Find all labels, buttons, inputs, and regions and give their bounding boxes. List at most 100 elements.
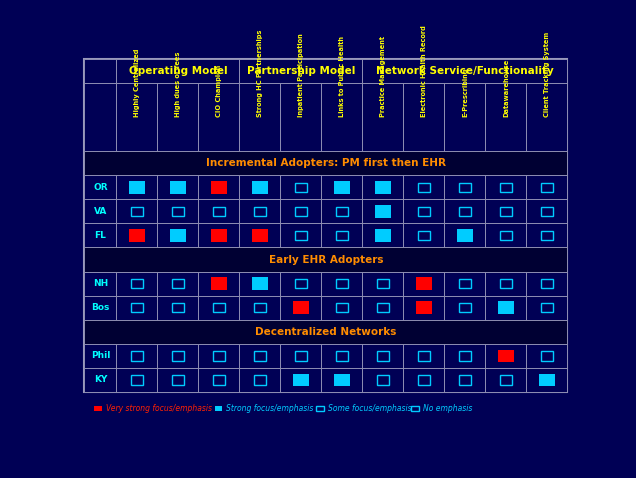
Text: Phil: Phil xyxy=(91,351,110,360)
Bar xyxy=(418,351,431,360)
Bar xyxy=(527,175,567,199)
Bar xyxy=(158,295,198,320)
Bar xyxy=(116,199,158,223)
Bar xyxy=(212,303,225,312)
Bar xyxy=(252,181,268,194)
Text: Links to Public Health: Links to Public Health xyxy=(339,36,345,117)
Bar xyxy=(240,368,280,392)
Bar xyxy=(252,229,268,242)
Bar xyxy=(198,272,240,295)
Text: Inpatient Participation: Inpatient Participation xyxy=(298,33,304,117)
Bar xyxy=(172,206,184,216)
Bar xyxy=(294,231,307,240)
Bar xyxy=(363,272,403,295)
Bar xyxy=(130,303,143,312)
Bar xyxy=(85,368,116,392)
Text: Incremental Adopters: PM first then EHR: Incremental Adopters: PM first then EHR xyxy=(206,158,446,168)
Bar xyxy=(116,175,158,199)
Bar xyxy=(541,279,553,288)
Bar xyxy=(403,272,445,295)
Text: Early EHR Adopters: Early EHR Adopters xyxy=(268,255,384,264)
Bar xyxy=(172,303,184,312)
Bar xyxy=(85,320,567,344)
Bar xyxy=(485,175,527,199)
Bar xyxy=(336,303,349,312)
Bar xyxy=(85,223,116,248)
Bar xyxy=(459,375,471,385)
Bar xyxy=(170,229,186,242)
Text: Highly Centralized: Highly Centralized xyxy=(134,49,140,117)
Bar xyxy=(321,368,363,392)
Text: Datawarehouse: Datawarehouse xyxy=(503,59,509,117)
Text: CIO Champion: CIO Champion xyxy=(216,65,222,117)
Bar xyxy=(527,83,567,151)
Bar xyxy=(363,223,403,248)
Bar xyxy=(240,83,280,151)
Bar xyxy=(411,405,418,412)
Bar xyxy=(116,368,158,392)
Text: E-Prescribing: E-Prescribing xyxy=(462,68,468,117)
Bar xyxy=(116,223,158,248)
Bar xyxy=(130,279,143,288)
Text: No emphasis: No emphasis xyxy=(422,404,472,413)
Bar xyxy=(527,368,567,392)
Bar xyxy=(321,175,363,199)
Bar xyxy=(415,277,432,290)
Bar xyxy=(254,206,266,216)
Bar xyxy=(527,199,567,223)
Bar xyxy=(85,83,116,151)
Bar xyxy=(240,175,280,199)
Bar xyxy=(403,295,445,320)
Bar xyxy=(541,183,553,192)
Bar xyxy=(85,344,116,368)
Bar xyxy=(403,199,445,223)
Bar xyxy=(485,344,527,368)
Bar xyxy=(363,199,403,223)
Bar xyxy=(403,223,445,248)
Bar xyxy=(94,405,102,412)
Bar xyxy=(280,295,321,320)
Bar xyxy=(418,231,431,240)
Bar xyxy=(527,295,567,320)
Bar xyxy=(212,351,225,360)
Bar xyxy=(321,272,363,295)
Bar xyxy=(500,279,512,288)
Bar xyxy=(457,229,473,242)
Bar xyxy=(375,181,391,194)
Bar xyxy=(211,277,227,290)
Bar xyxy=(541,303,553,312)
Bar xyxy=(321,295,363,320)
Bar xyxy=(445,368,485,392)
Bar xyxy=(375,205,391,217)
Bar xyxy=(158,199,198,223)
Bar xyxy=(321,199,363,223)
Bar xyxy=(445,83,485,151)
Bar xyxy=(377,303,389,312)
Bar xyxy=(418,183,431,192)
Bar xyxy=(403,83,445,151)
Bar xyxy=(445,295,485,320)
Bar xyxy=(485,199,527,223)
Bar xyxy=(293,302,309,314)
Bar xyxy=(363,368,403,392)
Bar xyxy=(527,344,567,368)
Bar xyxy=(294,279,307,288)
Bar xyxy=(459,351,471,360)
Bar xyxy=(158,223,198,248)
Bar xyxy=(198,295,240,320)
Text: Some focus/emphasis: Some focus/emphasis xyxy=(328,404,411,413)
Bar xyxy=(321,223,363,248)
Bar xyxy=(214,405,223,412)
Bar xyxy=(294,206,307,216)
Bar xyxy=(377,279,389,288)
Bar xyxy=(240,272,280,295)
Bar xyxy=(116,83,158,151)
Bar xyxy=(158,175,198,199)
Text: FL: FL xyxy=(95,231,106,240)
Text: KY: KY xyxy=(93,375,107,384)
Bar xyxy=(198,175,240,199)
Bar xyxy=(321,83,363,151)
Bar xyxy=(280,83,321,151)
Bar xyxy=(240,344,280,368)
Bar xyxy=(85,199,116,223)
